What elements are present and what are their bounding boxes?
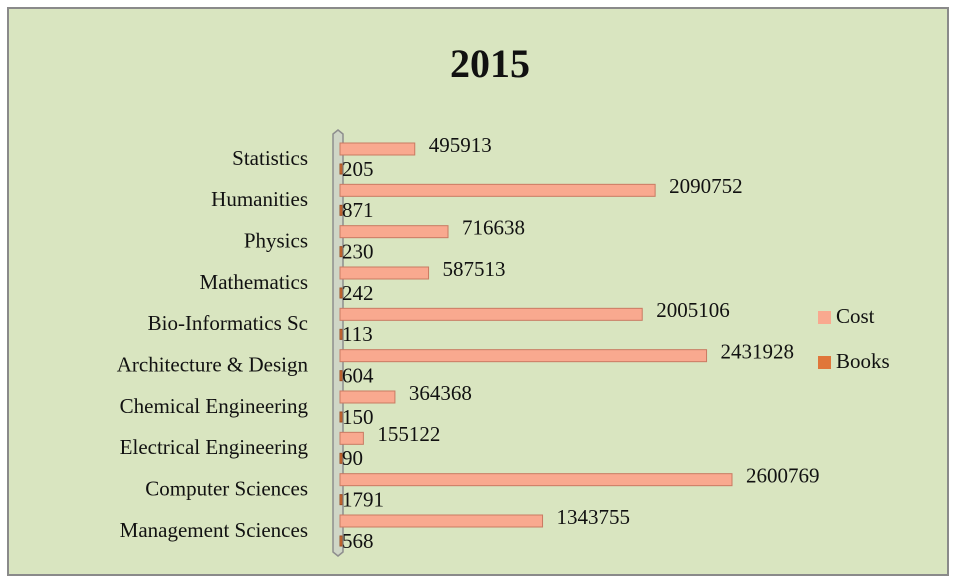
bar — [339, 246, 343, 258]
category-label: Humanities — [211, 187, 308, 211]
bar — [339, 183, 656, 197]
legend-label: Cost — [836, 304, 875, 328]
data-label: 150 — [342, 405, 374, 429]
data-label: 2600769 — [746, 463, 820, 487]
bar — [339, 349, 708, 363]
category-label: Computer Sciences — [145, 476, 308, 500]
data-label: 871 — [342, 198, 374, 222]
data-label: 90 — [342, 446, 363, 470]
bar — [339, 390, 396, 404]
category-label: Physics — [244, 228, 308, 252]
data-label: 1343755 — [557, 505, 631, 529]
bar — [339, 287, 343, 299]
bar — [339, 452, 343, 464]
bar — [339, 204, 343, 216]
data-label: 242 — [342, 281, 374, 305]
bar — [339, 307, 643, 321]
category-label: Electrical Engineering — [120, 435, 309, 459]
category-label: Architecture & Design — [117, 352, 309, 376]
data-label: 155122 — [377, 422, 440, 446]
bar — [339, 142, 416, 156]
legend-swatch — [818, 356, 831, 369]
data-label: 1791 — [342, 487, 384, 511]
chart-title: 2015 — [450, 41, 530, 86]
bar — [339, 514, 544, 528]
data-label: 587513 — [443, 257, 506, 281]
bar — [339, 494, 343, 506]
data-label: 2005106 — [656, 298, 730, 322]
data-label: 230 — [342, 239, 374, 263]
legend-swatch — [818, 311, 831, 324]
category-label: Chemical Engineering — [120, 394, 309, 418]
data-label: 364368 — [409, 381, 472, 405]
bar — [339, 225, 449, 239]
bar — [339, 411, 343, 423]
data-label: 604 — [342, 363, 374, 387]
bar — [339, 266, 430, 280]
data-label: 2090752 — [669, 174, 743, 198]
data-label: 716638 — [462, 215, 525, 239]
bar — [339, 163, 343, 175]
data-label: 205 — [342, 157, 374, 181]
bar — [339, 370, 343, 382]
data-label: 495913 — [429, 133, 492, 157]
category-label: Statistics — [232, 146, 308, 170]
category-label: Management Sciences — [120, 518, 308, 542]
bar — [339, 431, 364, 445]
category-label: Bio-Informatics Sc — [148, 311, 308, 335]
bar — [339, 473, 733, 487]
bar — [339, 535, 343, 547]
data-label: 113 — [342, 322, 373, 346]
legend-label: Books — [836, 349, 890, 373]
data-label: 2431928 — [721, 339, 795, 363]
bar — [339, 328, 343, 340]
data-label: 568 — [342, 529, 374, 553]
category-label: Mathematics — [200, 270, 308, 294]
